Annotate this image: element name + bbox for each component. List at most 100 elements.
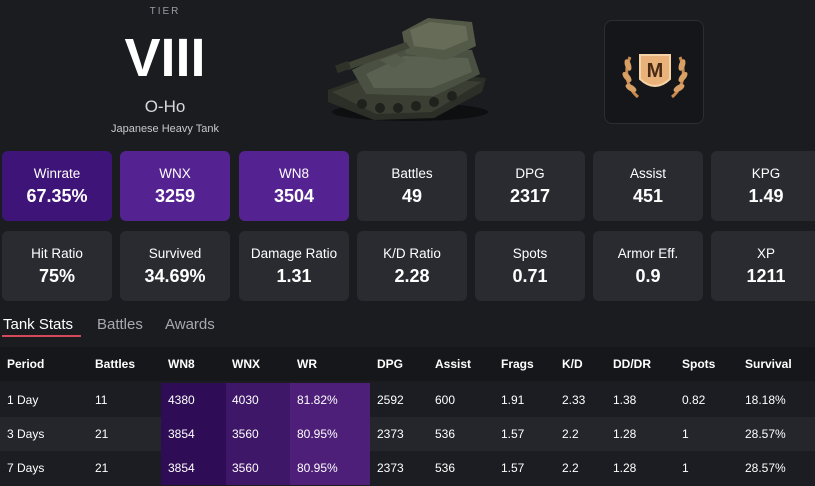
table-cell: 1.28 xyxy=(613,451,636,485)
tier-label: TIER xyxy=(90,6,240,17)
stat-card-winrate: Winrate 67.35% xyxy=(2,151,112,221)
stat-label: Hit Ratio xyxy=(2,246,112,261)
table-cell: 21 xyxy=(95,451,108,485)
stat-label: Spots xyxy=(475,246,585,261)
stat-value: 1.49 xyxy=(711,186,815,207)
stat-value: 3259 xyxy=(120,186,230,207)
table-cell: 2373 xyxy=(377,451,404,485)
table-cell: 18.18% xyxy=(745,383,786,417)
stat-card-dpg: DPG 2317 xyxy=(475,151,585,221)
tab-tank-stats[interactable]: Tank Stats xyxy=(3,316,73,333)
table-cell: 28.57% xyxy=(745,451,786,485)
table-cell: 11 xyxy=(95,383,107,417)
table-cell: 1 Day xyxy=(7,383,38,417)
column-header: Assist xyxy=(435,347,471,381)
table-cell: 3 Days xyxy=(7,417,44,451)
table-cell: 2.2 xyxy=(562,451,579,485)
stat-card-damage-ratio: Damage Ratio 1.31 xyxy=(239,231,349,301)
table-header-row: Period Battles WN8 WNX WR DPG Assist Fra… xyxy=(0,347,815,381)
mastery-badge-icon: M xyxy=(618,35,692,111)
table-cell: 1 xyxy=(682,451,689,485)
stat-label: Battles xyxy=(357,166,467,181)
stat-card-assist: Assist 451 xyxy=(593,151,703,221)
table-cell: 4030 xyxy=(226,383,290,417)
stat-card-spots: Spots 0.71 xyxy=(475,231,585,301)
stat-card-wnx: WNX 3259 xyxy=(120,151,230,221)
stat-card-xp: XP 1211 xyxy=(711,231,815,301)
stat-label: Winrate xyxy=(2,166,112,181)
table-cell: 1.38 xyxy=(613,383,636,417)
tank-image xyxy=(322,8,490,124)
table-cell: 2592 xyxy=(377,383,404,417)
tank-name: O-Ho xyxy=(90,97,240,117)
column-header: DPG xyxy=(377,347,403,381)
table-cell: 536 xyxy=(435,451,455,485)
stat-label: Assist xyxy=(593,166,703,181)
stat-label: WNX xyxy=(120,166,230,181)
active-tab-indicator xyxy=(2,335,81,337)
table-cell: 2373 xyxy=(377,417,404,451)
table-row: 7 Days 21 3854 3560 80.95% 2373 536 1.57… xyxy=(0,451,815,485)
table-cell: 80.95% xyxy=(290,451,370,485)
stat-value: 0.9 xyxy=(593,266,703,287)
table-cell: 0.82 xyxy=(682,383,705,417)
table-cell: 1 xyxy=(682,417,689,451)
stat-value: 2.28 xyxy=(357,266,467,287)
stat-card-armor-eff: Armor Eff. 0.9 xyxy=(593,231,703,301)
stat-card-wn8: WN8 3504 xyxy=(239,151,349,221)
stat-value: 3504 xyxy=(239,186,349,207)
table-cell: 536 xyxy=(435,417,455,451)
column-header: Frags xyxy=(501,347,534,381)
stats-tabs: Tank Stats Battles Awards xyxy=(0,312,815,342)
table-cell: 2.2 xyxy=(562,417,579,451)
stat-label: DPG xyxy=(475,166,585,181)
column-header: DD/DR xyxy=(613,347,651,381)
stat-label: Damage Ratio xyxy=(239,246,349,261)
table-cell: 1.57 xyxy=(501,417,524,451)
table-cell: 3560 xyxy=(226,451,290,485)
table-cell: 1.28 xyxy=(613,417,636,451)
stat-card-kd-ratio: K/D Ratio 2.28 xyxy=(357,231,467,301)
table-cell: 81.82% xyxy=(290,383,370,417)
tank-type: Japanese Heavy Tank xyxy=(80,123,250,135)
tab-battles[interactable]: Battles xyxy=(97,316,143,333)
stat-label: Survived xyxy=(120,246,230,261)
column-header: WN8 xyxy=(168,347,195,381)
mastery-badge: M xyxy=(604,20,704,124)
table-cell: 80.95% xyxy=(290,417,370,451)
stat-card-hit-ratio: Hit Ratio 75% xyxy=(2,231,112,301)
tab-awards[interactable]: Awards xyxy=(165,316,215,333)
tank-header: TIER VIII O-Ho Japanese Heavy Tank xyxy=(0,0,815,142)
stat-label: XP xyxy=(711,246,815,261)
table-cell: 1.91 xyxy=(501,383,524,417)
stat-value: 1.31 xyxy=(239,266,349,287)
stat-card-survived: Survived 34.69% xyxy=(120,231,230,301)
table-row: 3 Days 21 3854 3560 80.95% 2373 536 1.57… xyxy=(0,417,815,451)
stat-value: 49 xyxy=(357,186,467,207)
stat-value: 75% xyxy=(2,266,112,287)
column-header: WNX xyxy=(232,347,260,381)
table-cell: 2.33 xyxy=(562,383,585,417)
stat-label: Armor Eff. xyxy=(593,246,703,261)
column-header: Spots xyxy=(682,347,715,381)
stat-label: KPG xyxy=(711,166,815,181)
table-cell: 28.57% xyxy=(745,417,786,451)
stat-value: 0.71 xyxy=(475,266,585,287)
stat-value: 34.69% xyxy=(120,266,230,287)
stat-card-kpg: KPG 1.49 xyxy=(711,151,815,221)
column-header: Period xyxy=(7,347,44,381)
stat-label: WN8 xyxy=(239,166,349,181)
stat-value: 2317 xyxy=(475,186,585,207)
column-header: WR xyxy=(297,347,317,381)
column-header: Survival xyxy=(745,347,792,381)
table-cell: 600 xyxy=(435,383,455,417)
table-cell: 21 xyxy=(95,417,108,451)
stat-label: K/D Ratio xyxy=(357,246,467,261)
stat-value: 67.35% xyxy=(2,186,112,207)
stat-card-battles: Battles 49 xyxy=(357,151,467,221)
table-cell: 1.57 xyxy=(501,451,524,485)
tier-value: VIII xyxy=(90,28,240,88)
table-cell: 7 Days xyxy=(7,451,44,485)
table-cell: 3560 xyxy=(226,417,290,451)
table-cell: 3854 xyxy=(161,451,226,485)
